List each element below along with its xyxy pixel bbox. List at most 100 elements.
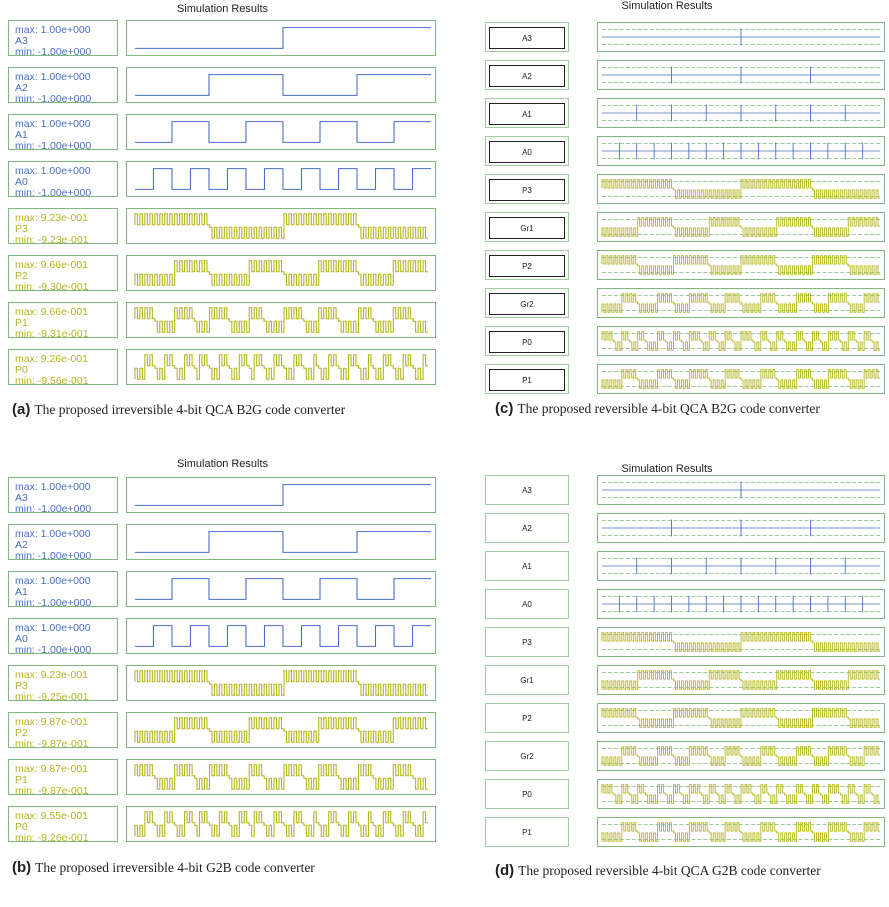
min-label: min: -9.87e-001: [15, 785, 89, 797]
signal-label-a3: max: 1.00e+000 A3 min: -1.00e+000: [8, 20, 118, 58]
signal-trace-p0: [134, 354, 429, 380]
signal-name: A1: [522, 109, 532, 119]
waveform-a2: [597, 60, 885, 90]
signal-label-a1: A1: [485, 98, 569, 128]
waveform-a2: [126, 67, 436, 103]
signal-trace-a1: [134, 121, 432, 143]
signal-name-box: A0: [489, 141, 565, 163]
signal-name: A3: [15, 35, 28, 47]
waveform-a1: [126, 571, 436, 607]
signal-label-p2: P2: [485, 703, 569, 733]
signal-name-box: A2: [489, 65, 565, 87]
waveform-p3: [597, 174, 885, 204]
signal-trace-p0: [601, 331, 881, 351]
signal-name: Gr2: [520, 751, 534, 761]
signal-minmax: max: 9.66e-001 P2 min: -9.30e-001: [15, 260, 89, 293]
waveform-gr1: [597, 212, 885, 242]
signal-trace-gr1: [601, 217, 881, 237]
signal-label-p1: max: 9.66e-001 P1 min: -9.31e-001: [8, 302, 118, 340]
waveform-a0: [126, 618, 436, 654]
signal-trace-a0: [601, 595, 881, 613]
signal-trace-p3: [601, 179, 881, 199]
signal-trace-p0: [134, 811, 429, 837]
waveform-a1: [126, 114, 436, 150]
signal-name-box: A0: [486, 590, 568, 618]
signal-label-p1: max: 9.87e-001 P1 min: -9.87e-001: [8, 759, 118, 797]
signal-label-p0: P0: [485, 779, 569, 809]
signal-minmax: max: 9.23e-001 P3 min: -9.23e-001: [15, 213, 89, 246]
panel-c: Simulation Results A3 A2 A1 A0 P3 Gr1 P2 Gr2 P0 P…: [445, 0, 889, 445]
signal-trace-a2: [134, 531, 432, 553]
signal-name-box: P3: [486, 628, 568, 656]
signal-name: A1: [15, 129, 28, 141]
min-label: min: -1.00e+000: [15, 187, 92, 199]
caption-letter: (a): [12, 401, 31, 418]
caption-text: The proposed reversible 4-bit QCA B2G co…: [517, 401, 820, 416]
waveform-gr2: [597, 288, 885, 318]
signal-label-a3: A3: [485, 475, 569, 505]
signal-label-a2: max: 1.00e+000 A2 min: -1.00e+000: [8, 67, 118, 105]
signal-minmax: max: 1.00e+000 A0 min: -1.00e+000: [15, 166, 91, 199]
panel-title: Simulation Results: [621, 0, 713, 12]
max-label: max: 1.00e+000: [15, 165, 91, 177]
signal-label-a3: max: 1.00e+000 A3 min: -1.00e+000: [8, 477, 118, 515]
max-label: max: 9.66e-001: [15, 259, 88, 271]
max-label: max: 9.87e-001: [15, 716, 88, 728]
signal-label-gr2: Gr2: [485, 741, 569, 771]
signal-trace-a1: [601, 557, 881, 575]
signal-name: P0: [522, 789, 532, 799]
signal-trace-p2: [134, 717, 429, 743]
max-label: max: 9.23e-001: [15, 212, 88, 224]
signal-name: Gr1: [520, 675, 534, 685]
max-label: max: 1.00e+000: [15, 575, 91, 587]
max-label: max: 1.00e+000: [15, 528, 91, 540]
max-label: max: 9.66e-001: [15, 306, 88, 318]
signal-name: P0: [15, 364, 28, 376]
signal-label-gr1: Gr1: [485, 212, 569, 242]
max-label: max: 9.87e-001: [15, 763, 88, 775]
waveform-p3: [126, 208, 436, 244]
panel-title: Simulation Results: [176, 458, 269, 470]
signal-label-p3: max: 9.23e-001 P3 min: -9.25e-001: [8, 665, 118, 703]
waveform-a1: [597, 551, 885, 581]
signal-trace-a3: [134, 484, 432, 506]
signal-label-a1: max: 1.00e+000 A1 min: -1.00e+000: [8, 571, 118, 609]
waveform-p2: [126, 712, 436, 748]
signal-label-p1: P1: [485, 364, 569, 394]
min-label: min: -9.87e-001: [15, 738, 89, 750]
min-label: min: -1.00e+000: [15, 503, 92, 515]
signal-minmax: max: 9.55e-001 P0 min: -9.26e-001: [15, 811, 89, 844]
signal-trace-p0: [601, 784, 881, 804]
signal-name-box: Gr2: [489, 293, 565, 315]
signal-trace-a1: [134, 578, 432, 600]
min-label: min: -1.00e+000: [15, 597, 92, 609]
signal-label-p2: max: 9.66e-001 P2 min: -9.30e-001: [8, 255, 118, 293]
signal-trace-p1: [134, 764, 429, 790]
waveform-a0: [597, 136, 885, 166]
signal-minmax: max: 9.26e-001 P0 min: -9.56e-001: [15, 354, 89, 387]
signal-name-box: Gr2: [486, 742, 568, 770]
min-label: min: -9.31e-001: [15, 328, 89, 340]
signal-label-p0: P0: [485, 326, 569, 356]
signal-name: A3: [15, 492, 28, 504]
signal-name: P3: [15, 223, 28, 235]
signal-trace-p1: [601, 822, 881, 842]
signal-minmax: max: 1.00e+000 A2 min: -1.00e+000: [15, 72, 91, 105]
signal-minmax: max: 9.87e-001 P2 min: -9.87e-001: [15, 717, 89, 750]
waveform-a2: [126, 524, 436, 560]
caption: (c) The proposed reversible 4-bit QCA B2G…: [495, 401, 875, 417]
signal-trace-a2: [601, 66, 881, 84]
waveform-p2: [597, 250, 885, 280]
signal-name: P0: [15, 821, 28, 833]
signal-label-a0: A0: [485, 136, 569, 166]
signal-label-a0: max: 1.00e+000 A0 min: -1.00e+000: [8, 161, 118, 199]
signal-trace-p3: [601, 632, 881, 652]
signal-label-gr1: Gr1: [485, 665, 569, 695]
signal-name: A2: [522, 523, 532, 533]
signal-name-box: A3: [486, 476, 568, 504]
max-label: max: 9.23e-001: [15, 669, 88, 681]
signal-name-box: Gr1: [486, 666, 568, 694]
signal-name: P2: [522, 261, 532, 271]
caption-letter: (b): [12, 859, 32, 876]
signal-trace-p2: [601, 255, 881, 275]
